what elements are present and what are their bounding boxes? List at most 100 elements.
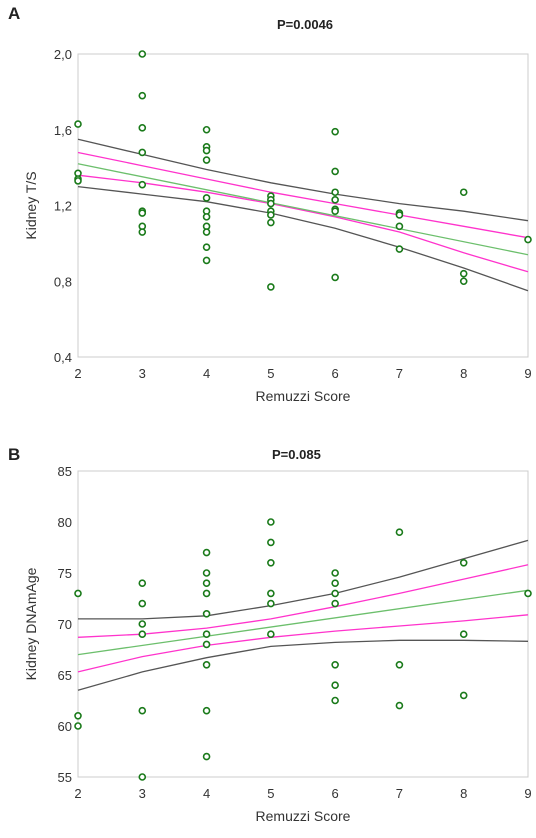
panel-a-data-point — [202, 125, 211, 134]
panel-b-x-tick-label: 5 — [267, 786, 274, 801]
panel-a-x-tick-label: 2 — [74, 366, 81, 381]
panel-a-data-point — [395, 245, 404, 253]
panel-a-confidence-lower-line — [77, 174, 529, 273]
panel-b-y-tick-label: 75 — [58, 566, 72, 581]
panel-b-y-tick-label: 55 — [58, 770, 72, 785]
panel-b-chart: 2 3 4 5 6 7 8 9 55 60 65 70 75 80 85 Remuzzi Score Kidne… — [23, 464, 532, 824]
panel-b-data-point — [138, 706, 147, 715]
panel-b-data-point — [202, 661, 211, 669]
panel-b-data-point — [202, 752, 211, 761]
panel-a-data-point — [202, 194, 211, 202]
panel-b-data-point — [267, 559, 275, 567]
panel-b-data-point — [202, 630, 211, 638]
panel-a-x-tick-label: 3 — [139, 366, 146, 381]
panel-b-data-point — [138, 630, 147, 638]
panel-a-data-point — [138, 209, 147, 217]
panel-a-plot-frame — [77, 53, 529, 358]
panel-a-data-point — [138, 228, 147, 236]
panel-b-confidence-lower-line — [77, 614, 529, 673]
panel-a-prediction-lower-line — [77, 185, 529, 292]
panel-a-data-point — [459, 188, 468, 197]
panel-b-data-point — [395, 661, 404, 669]
panel-a-data-point — [202, 243, 211, 251]
panel-a-chart: 2 3 4 5 6 7 8 9 0,4 0,8 1,2 1,6 2,0 Remuzzi Score Kidn… — [23, 47, 532, 404]
panel-b-data-point — [459, 630, 468, 638]
panel-a-data-point — [202, 156, 211, 164]
panel-b-data-point — [459, 559, 468, 567]
panel-a-y-tick-label: 1,6 — [54, 123, 72, 138]
panel-b-data-point — [74, 589, 82, 598]
panel-a-data-point — [331, 196, 339, 204]
panel-b-data-point — [331, 579, 339, 587]
panel-b-data-point — [267, 538, 275, 547]
panel-b-x-tick-label: 3 — [139, 786, 146, 801]
panel-a-data-point — [267, 283, 275, 291]
panel-b-confidence-upper-line — [77, 564, 529, 638]
panel-b-x-tick-label: 8 — [460, 786, 467, 801]
panel-a-data-point — [74, 177, 82, 185]
panel-b-fit-line — [77, 589, 529, 656]
panel-a-data-point — [331, 167, 339, 176]
panel-b-data-point — [395, 528, 404, 536]
panel-a-pvalue: P=0.0046 — [277, 17, 334, 32]
panel-b-y-tick-label: 65 — [58, 668, 72, 683]
panel-b-data-point — [202, 706, 211, 715]
panel-b-data-point — [331, 661, 339, 669]
panel-a-x-tick-label: 5 — [267, 366, 274, 381]
panel-a-data-point — [202, 256, 211, 265]
panel-b-x-tick-label: 7 — [396, 786, 403, 801]
panel-b-data-point — [331, 696, 339, 705]
panel-b-x-axis-label: Remuzzi Score — [256, 808, 351, 824]
panel-a-y-tick-label: 0,4 — [54, 350, 72, 365]
panel-b-data-point — [524, 589, 532, 598]
panel-a-data-point — [74, 120, 82, 128]
panel-a-data-point — [331, 188, 339, 197]
panel-b-data-point — [138, 579, 147, 587]
panel-a-data-point — [395, 222, 404, 231]
panel-b-x-tick-label: 6 — [332, 786, 339, 801]
panel-b-x-tick-label: 4 — [203, 786, 210, 801]
panel-b-data-point — [395, 701, 404, 710]
panel-a-data-point — [202, 213, 211, 221]
panel-a-y-tick-label: 1,2 — [54, 199, 72, 214]
panel-a-data-point — [267, 218, 275, 227]
panel-b-y-tick-label: 70 — [58, 617, 72, 632]
panel-b-data-point — [267, 630, 275, 638]
panel-a-data-point — [267, 199, 275, 208]
panel-b-y-tick-label: 80 — [58, 515, 72, 530]
panel-b-prediction-lower-line — [77, 639, 529, 691]
panel-b-data-point — [202, 548, 211, 557]
panel-a-data-point — [331, 127, 339, 136]
panel-b-data-point — [74, 722, 82, 730]
panel-a-data-point — [138, 50, 147, 58]
panel-b-data-point — [202, 610, 211, 618]
panel-b-data-point — [331, 599, 339, 608]
panel-b-letter: B — [8, 445, 21, 464]
panel-b-data-point — [202, 589, 211, 598]
panel-a-data-point — [202, 146, 211, 155]
panel-b-data-point — [138, 620, 147, 628]
panel-b-y-tick-label: 85 — [58, 464, 72, 479]
panel-a-prediction-upper-line — [77, 138, 529, 222]
panel-a-data-point — [138, 124, 147, 132]
panel-a-fit-line — [77, 163, 529, 256]
panel-a-x-tick-label: 4 — [203, 366, 210, 381]
panel-a-data-point — [331, 273, 339, 282]
panel-a-data-point — [267, 211, 275, 219]
panel-a-data-point — [202, 228, 211, 236]
panel-b-x-tick-label: 9 — [524, 786, 531, 801]
panel-a-letter: A — [8, 4, 21, 23]
panel-a-data-point — [459, 277, 468, 286]
panel-a-x-tick-label: 7 — [396, 366, 403, 381]
panel-a-data-point — [138, 148, 147, 157]
panel-b-data-point — [202, 579, 211, 587]
panel-b-pvalue: P=0.085 — [272, 447, 321, 462]
panel-a-data-point — [524, 235, 532, 244]
panel-b-y-tick-label: 60 — [58, 719, 72, 734]
panel-a-data-point — [138, 180, 147, 189]
panel-a-x-tick-label: 9 — [524, 366, 531, 381]
panel-a-x-tick-label: 8 — [460, 366, 467, 381]
panel-b-data-point — [138, 599, 147, 608]
panel-a-data-point — [331, 207, 339, 215]
panel-b-data-point — [459, 691, 468, 700]
